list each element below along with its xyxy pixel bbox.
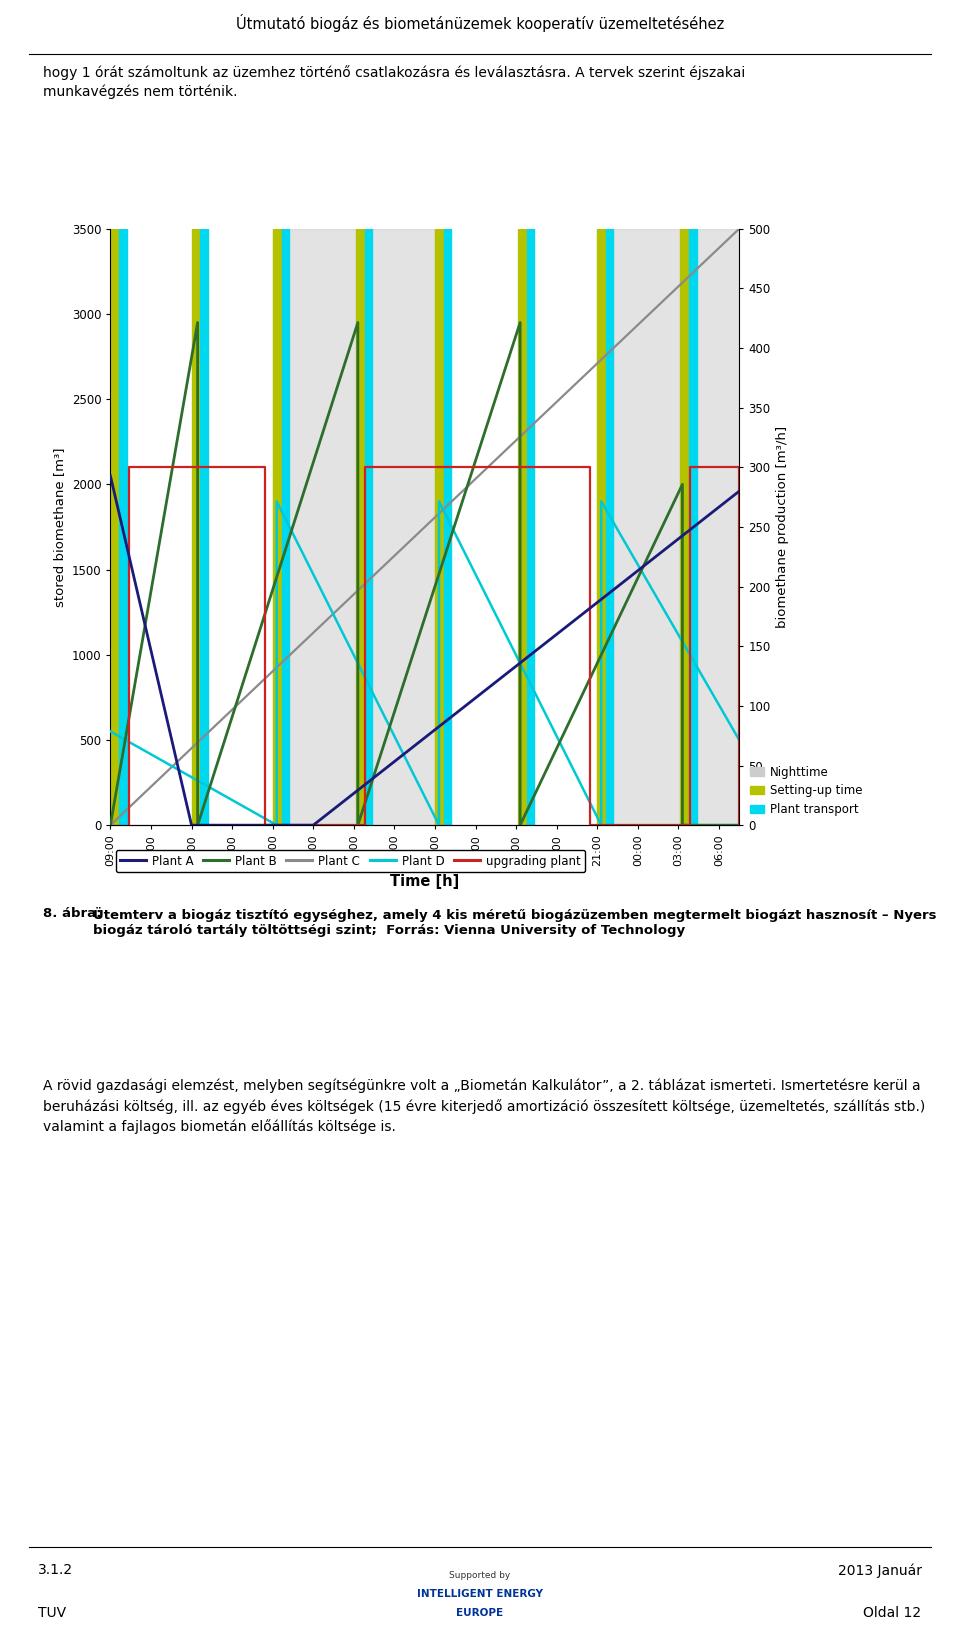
- Bar: [435, 229, 444, 825]
- Bar: [606, 229, 613, 825]
- Text: A rövid gazdasági elemzést, melyben segítségünkre volt a „Biometán Kalkulátor”, : A rövid gazdasági elemzést, melyben segí…: [43, 1078, 925, 1134]
- Bar: [110, 229, 119, 825]
- Legend: Nighttime, Setting-up time, Plant transport: Nighttime, Setting-up time, Plant transp…: [745, 761, 867, 820]
- Text: Oldal 12: Oldal 12: [863, 1606, 922, 1619]
- Bar: [597, 229, 606, 825]
- Bar: [365, 229, 372, 825]
- Bar: [273, 229, 281, 825]
- Bar: [356, 229, 365, 825]
- Text: INTELLIGENT ENERGY: INTELLIGENT ENERGY: [417, 1588, 543, 1598]
- Bar: [689, 229, 697, 825]
- Text: 3.1.2: 3.1.2: [38, 1564, 74, 1577]
- Bar: [518, 229, 527, 825]
- Text: Supported by: Supported by: [449, 1570, 511, 1580]
- Bar: [681, 229, 689, 825]
- Text: hogy 1 órát számoltunk az üzemhez történő csatlakozásra és leválasztásra. A terv: hogy 1 órát számoltunk az üzemhez történ…: [43, 65, 746, 100]
- Y-axis label: stored biomethane [m³]: stored biomethane [m³]: [53, 448, 66, 606]
- Text: EUROPE: EUROPE: [456, 1608, 504, 1618]
- Bar: [527, 229, 535, 825]
- Bar: [444, 229, 451, 825]
- Bar: [201, 229, 207, 825]
- Text: Útmutató biogáz és biometánüzemek kooperatív üzemeltetéséhez: Útmutató biogáz és biometánüzemek kooper…: [236, 15, 724, 33]
- Bar: [281, 229, 289, 825]
- Bar: [597, 229, 739, 825]
- Text: TUV: TUV: [38, 1606, 66, 1619]
- Legend: Plant A, Plant B, Plant C, Plant D, upgrading plant: Plant A, Plant B, Plant C, Plant D, upgr…: [116, 850, 585, 873]
- Bar: [273, 229, 435, 825]
- Text: Ütemterv a biogáz tisztító egységhez, amely 4 kis méretű biogázüzemben megtermel: Ütemterv a biogáz tisztító egységhez, am…: [93, 907, 937, 936]
- Bar: [192, 229, 201, 825]
- Y-axis label: biomethane production [m³/h]: biomethane production [m³/h]: [776, 426, 789, 627]
- Bar: [119, 229, 127, 825]
- X-axis label: Time [h]: Time [h]: [390, 874, 460, 889]
- Text: 8. ábra:: 8. ábra:: [43, 907, 107, 920]
- Text: 2013 Január: 2013 Január: [837, 1564, 922, 1577]
